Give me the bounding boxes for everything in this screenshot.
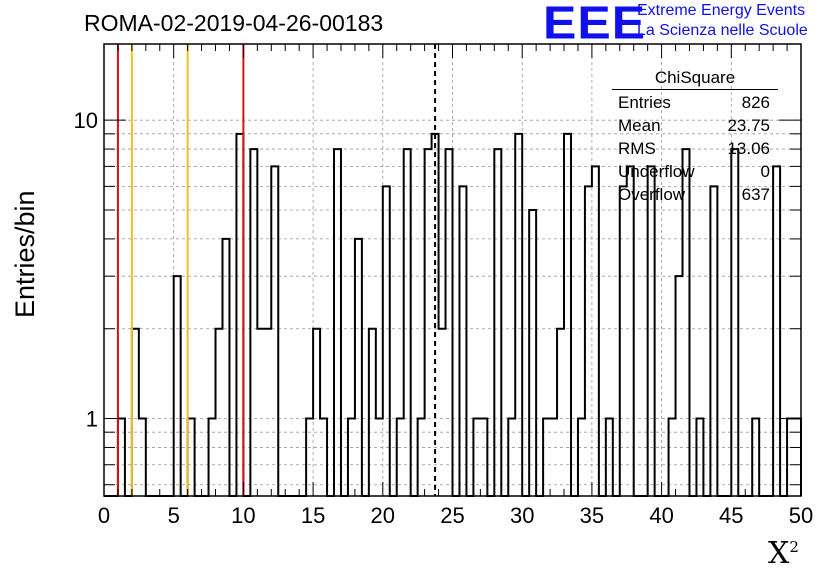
y-axis-label: Entries/bin xyxy=(10,190,40,318)
y-tick-label: 10 xyxy=(74,108,98,133)
stats-title: ChiSquare xyxy=(612,68,778,90)
x-axis-label: X2 xyxy=(768,536,799,571)
x-tick-label: 45 xyxy=(719,503,743,528)
logo-line-2: La Scienza nelle Scuole xyxy=(637,22,808,39)
stats-row-overflow: Overflow 637 xyxy=(618,185,770,204)
stats-row-rms: RMS 13.06 xyxy=(618,139,770,158)
stats-row-mean: Mean 23.75 xyxy=(618,116,770,135)
stats-row-entries: Entries 826 xyxy=(618,93,770,112)
x-tick-label: 35 xyxy=(580,503,604,528)
x-tick-label: 0 xyxy=(98,503,110,528)
x-tick-label: 40 xyxy=(649,503,673,528)
stats-box: ChiSquare Entries 826 Mean 23.75 RMS 13.06 … xyxy=(612,68,778,206)
x-tick-label: 10 xyxy=(231,503,255,528)
x-tick-label: 30 xyxy=(510,503,534,528)
logo-line-1: Extreme Energy Events xyxy=(637,2,806,19)
eee-logo-mark: EEE xyxy=(543,0,647,49)
x-tick-label: 5 xyxy=(168,503,180,528)
stats-row-underflow: Underflow 0 xyxy=(618,162,770,181)
x-tick-label: 25 xyxy=(440,503,464,528)
chart-title: ROMA-02-2019-04-26-00183 xyxy=(84,10,384,36)
y-tick-label: 1 xyxy=(86,407,98,432)
x-tick-label: 50 xyxy=(789,503,813,528)
x-tick-label: 20 xyxy=(371,503,395,528)
x-tick-label: 15 xyxy=(301,503,325,528)
